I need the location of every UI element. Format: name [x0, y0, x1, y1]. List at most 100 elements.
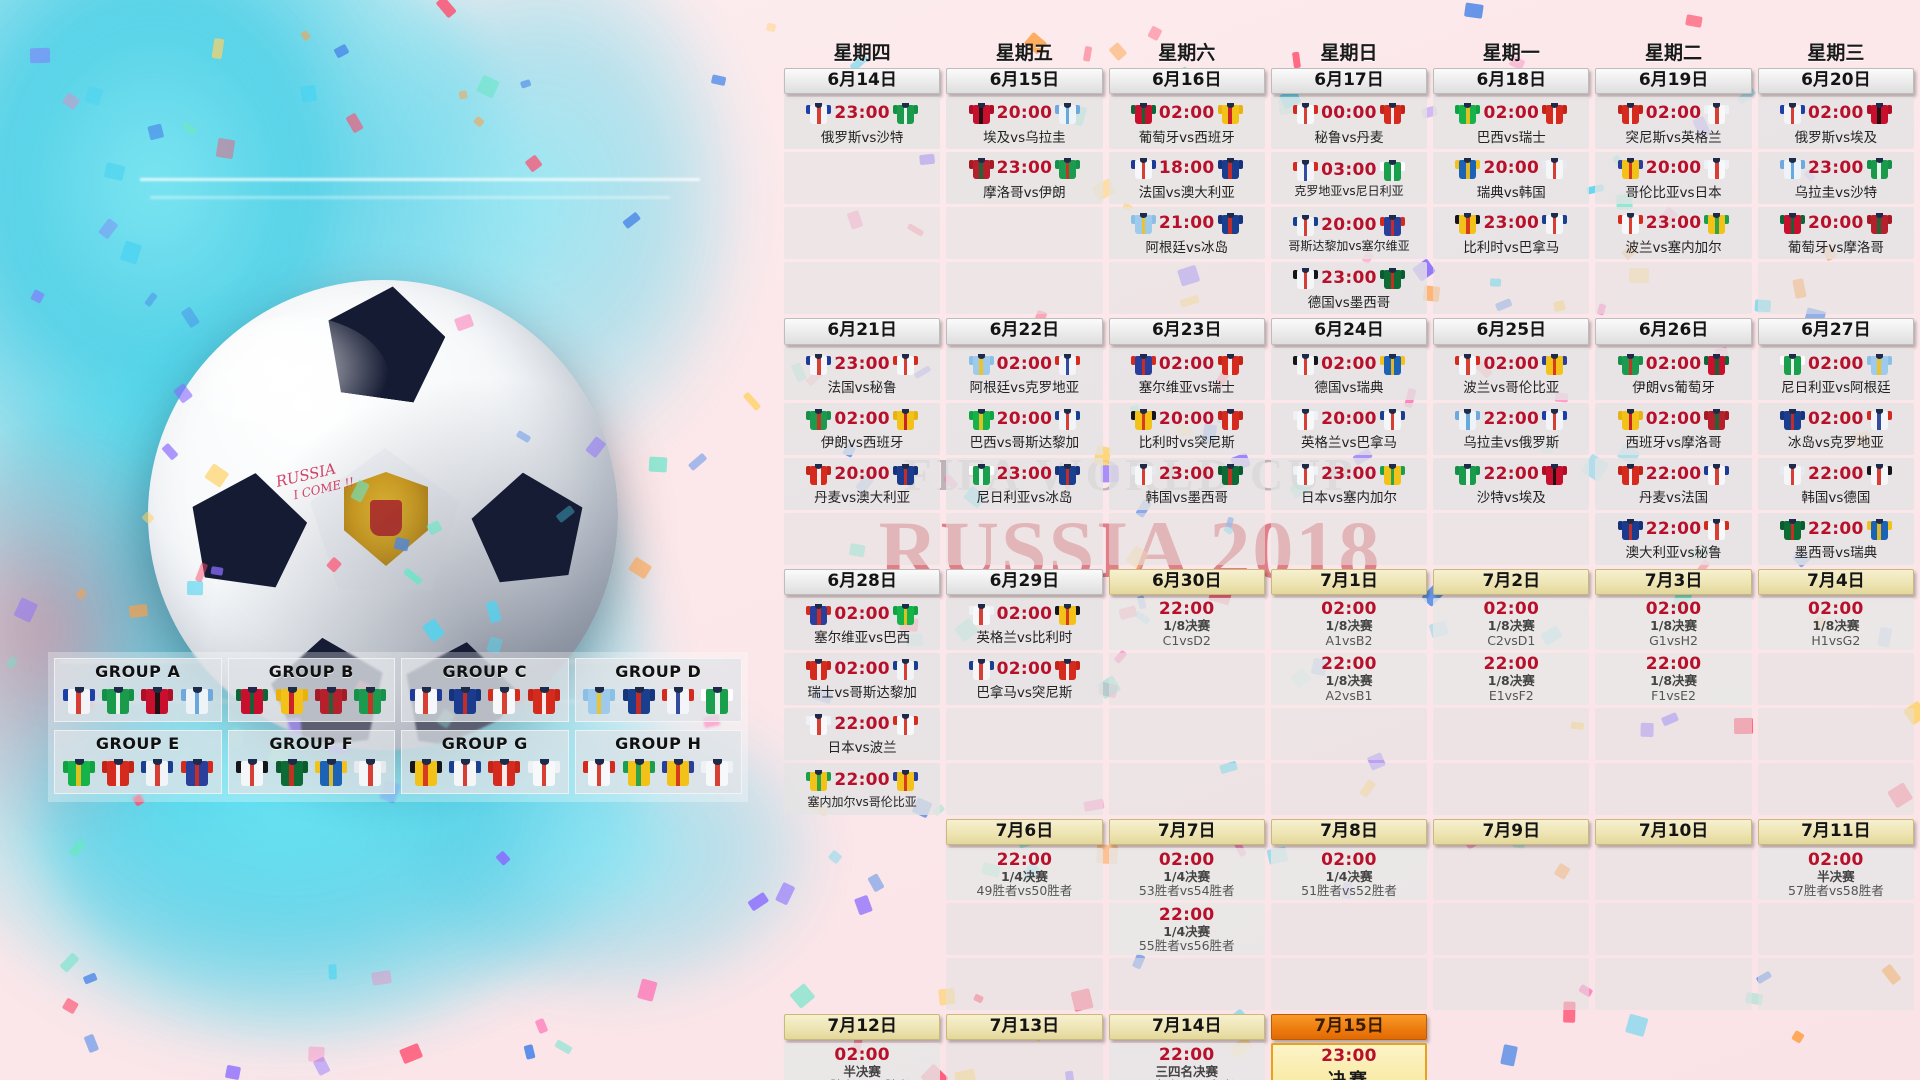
date-chip[interactable]: 7月11日	[1757, 818, 1914, 845]
date-chip[interactable]: 7月13日	[946, 1014, 1103, 1041]
date-chip[interactable]: 6月22日	[946, 318, 1103, 345]
group-match-cell[interactable]: 20:00 葡萄牙vs摩洛哥	[1757, 207, 1914, 260]
group-match-cell[interactable]: 02:00 冰岛vs克罗地亚	[1757, 402, 1914, 455]
knockout-match-cell[interactable]: 22:00 1/8决赛 C1vsD2	[1108, 597, 1265, 650]
date-chip[interactable]: 6月21日	[784, 318, 941, 345]
group-match-cell[interactable]: 21:00 阿根廷vs冰岛	[1108, 207, 1265, 260]
knockout-match-cell[interactable]: 02:00 1/4决赛 51胜者vs52胜者	[1270, 848, 1428, 900]
group-match-cell[interactable]: 22:00 乌拉圭vs俄罗斯	[1433, 402, 1590, 455]
date-chip[interactable]: 6月19日	[1595, 68, 1752, 95]
group-box-group-d[interactable]: GROUP D	[574, 658, 742, 722]
group-match-cell[interactable]: 02:00 俄罗斯vs埃及	[1757, 97, 1914, 150]
date-chip[interactable]: 7月15日	[1270, 1014, 1428, 1041]
date-chip[interactable]: 6月16日	[1108, 68, 1265, 95]
group-box-group-g[interactable]: GROUP G	[401, 730, 569, 794]
group-match-cell[interactable]: 20:00 埃及vs乌拉圭	[946, 97, 1103, 150]
date-chip[interactable]: 6月26日	[1595, 318, 1752, 345]
group-match-cell[interactable]: 22:00 韩国vs德国	[1757, 457, 1914, 510]
group-match-cell[interactable]: 02:00 尼日利亚vs阿根廷	[1757, 347, 1914, 400]
date-chip[interactable]: 7月9日	[1433, 818, 1590, 845]
group-match-cell[interactable]: 20:00 英格兰vs巴拿马	[1270, 402, 1428, 455]
date-chip[interactable]: 6月17日	[1270, 68, 1428, 95]
date-chip[interactable]: 6月14日	[784, 68, 941, 95]
group-box-group-f[interactable]: GROUP F	[227, 730, 395, 794]
group-match-cell[interactable]: 23:00 波兰vs塞内加尔	[1595, 207, 1752, 260]
group-match-cell[interactable]: 22:00 澳大利亚vs秘鲁	[1595, 512, 1752, 565]
group-match-cell[interactable]: 20:00 哥斯达黎加vs塞尔维亚	[1270, 207, 1428, 260]
group-match-cell[interactable]: 20:00 丹麦vs澳大利亚	[784, 457, 941, 510]
group-match-cell[interactable]: 02:00 德国vs瑞典	[1270, 347, 1428, 400]
knockout-match-cell[interactable]: 02:00 1/8决赛 H1vsG2	[1757, 597, 1914, 650]
group-match-cell[interactable]: 20:00 巴西vs哥斯达黎加	[946, 402, 1103, 455]
group-match-cell[interactable]: 23:00 韩国vs墨西哥	[1108, 457, 1265, 510]
group-match-cell[interactable]: 02:00 塞尔维亚vs巴西	[784, 597, 941, 650]
date-chip[interactable]: 7月3日	[1595, 568, 1752, 595]
knockout-match-cell[interactable]: 02:00 半决赛 57胜者vs58胜者	[1757, 848, 1914, 900]
group-match-cell[interactable]: 20:00 哥伦比亚vs日本	[1595, 152, 1752, 205]
group-match-cell[interactable]: 23:00 乌拉圭vs沙特	[1757, 152, 1914, 205]
group-box-group-a[interactable]: GROUP A	[54, 658, 222, 722]
date-chip[interactable]: 7月12日	[784, 1014, 941, 1041]
group-box-group-b[interactable]: GROUP B	[227, 658, 395, 722]
group-match-cell[interactable]: 02:00 葡萄牙vs西班牙	[1108, 97, 1265, 150]
date-chip[interactable]: 6月20日	[1757, 68, 1914, 95]
group-match-cell[interactable]: 22:00 墨西哥vs瑞典	[1757, 512, 1914, 565]
group-match-cell[interactable]: 02:00 瑞士vs哥斯达黎加	[784, 652, 941, 705]
group-match-cell[interactable]: 23:00 日本vs塞内加尔	[1270, 457, 1428, 510]
group-match-cell[interactable]: 22:00 塞内加尔vs哥伦比亚	[784, 762, 941, 815]
group-match-cell[interactable]: 02:00 伊朗vs西班牙	[784, 402, 941, 455]
date-chip[interactable]: 7月7日	[1108, 818, 1265, 845]
group-match-cell[interactable]: 03:00 克罗地亚vs尼日利亚	[1270, 152, 1428, 205]
date-chip[interactable]: 6月27日	[1757, 318, 1914, 345]
date-chip[interactable]: 6月24日	[1270, 318, 1428, 345]
group-match-cell[interactable]: 18:00 法国vs澳大利亚	[1108, 152, 1265, 205]
knockout-match-cell[interactable]: 02:00 1/8决赛 G1vsH2	[1595, 597, 1752, 650]
knockout-match-cell[interactable]: 02:00半决赛59胜者vs60胜者	[784, 1043, 941, 1080]
group-match-cell[interactable]: 02:00 英格兰vs比利时	[946, 597, 1103, 650]
group-match-cell[interactable]: 23:00 尼日利亚vs冰岛	[946, 457, 1103, 510]
group-match-cell[interactable]: 02:00 伊朗vs葡萄牙	[1595, 347, 1752, 400]
knockout-match-cell[interactable]: 02:00 1/8决赛 C2vsD1	[1433, 597, 1590, 650]
group-match-cell[interactable]: 02:00 西班牙vs摩洛哥	[1595, 402, 1752, 455]
group-match-cell[interactable]: 23:00 比利时vs巴拿马	[1433, 207, 1590, 260]
group-match-cell[interactable]: 02:00 塞尔维亚vs瑞士	[1108, 347, 1265, 400]
group-box-group-e[interactable]: GROUP E	[54, 730, 222, 794]
group-match-cell[interactable]: 20:00 比利时vs突尼斯	[1108, 402, 1265, 455]
knockout-match-cell[interactable]: 22:00 1/8决赛 A2vsB1	[1270, 652, 1428, 705]
date-chip[interactable]: 6月29日	[946, 568, 1103, 595]
group-match-cell[interactable]: 22:00 丹麦vs法国	[1595, 457, 1752, 510]
group-match-cell[interactable]: 02:00 阿根廷vs克罗地亚	[946, 347, 1103, 400]
group-match-cell[interactable]: 02:00 巴拿马vs突尼斯	[946, 652, 1103, 705]
group-match-cell[interactable]: 00:00 秘鲁vs丹麦	[1270, 97, 1428, 150]
knockout-match-cell[interactable]: 02:00 1/4决赛 53胜者vs54胜者	[1108, 848, 1265, 900]
knockout-match-cell[interactable]: 22:00三四名决赛61负者vs62负者	[1108, 1043, 1265, 1080]
date-chip[interactable]: 7月2日	[1433, 568, 1590, 595]
date-chip[interactable]: 6月18日	[1433, 68, 1590, 95]
knockout-match-cell[interactable]: 22:00 1/8决赛 F1vsE2	[1595, 652, 1752, 705]
date-chip[interactable]: 7月1日	[1270, 568, 1428, 595]
date-chip[interactable]: 7月10日	[1595, 818, 1752, 845]
group-match-cell[interactable]: 23:00 俄罗斯vs沙特	[784, 97, 941, 150]
final-match-cell[interactable]: 23:00决赛	[1270, 1043, 1428, 1080]
group-match-cell[interactable]: 23:00 摩洛哥vs伊朗	[946, 152, 1103, 205]
date-chip[interactable]: 7月14日	[1108, 1014, 1265, 1041]
group-match-cell[interactable]: 22:00 沙特vs埃及	[1433, 457, 1590, 510]
date-chip[interactable]: 6月30日	[1108, 568, 1265, 595]
date-chip[interactable]: 6月15日	[946, 68, 1103, 95]
date-chip[interactable]: 7月4日	[1757, 568, 1914, 595]
group-match-cell[interactable]: 20:00 瑞典vs韩国	[1433, 152, 1590, 205]
group-match-cell[interactable]: 02:00 波兰vs哥伦比亚	[1433, 347, 1590, 400]
date-chip[interactable]: 7月8日	[1270, 818, 1428, 845]
knockout-match-cell[interactable]: 22:00 1/8决赛 E1vsF2	[1433, 652, 1590, 705]
knockout-match-cell[interactable]: 22:00 1/4决赛 49胜者vs50胜者	[946, 848, 1103, 900]
knockout-match-cell[interactable]: 22:00 1/4决赛 55胜者vs56胜者	[1108, 903, 1265, 955]
group-match-cell[interactable]: 23:00 德国vs墨西哥	[1270, 262, 1428, 315]
knockout-match-cell[interactable]: 02:00 1/8决赛 A1vsB2	[1270, 597, 1428, 650]
group-box-group-h[interactable]: GROUP H	[574, 730, 742, 794]
group-match-cell[interactable]: 23:00 法国vs秘鲁	[784, 347, 941, 400]
date-chip[interactable]: 7月6日	[946, 818, 1103, 845]
group-match-cell[interactable]: 02:00 突尼斯vs英格兰	[1595, 97, 1752, 150]
date-chip[interactable]: 6月23日	[1108, 318, 1265, 345]
date-chip[interactable]: 6月25日	[1433, 318, 1590, 345]
group-match-cell[interactable]: 02:00 巴西vs瑞士	[1433, 97, 1590, 150]
